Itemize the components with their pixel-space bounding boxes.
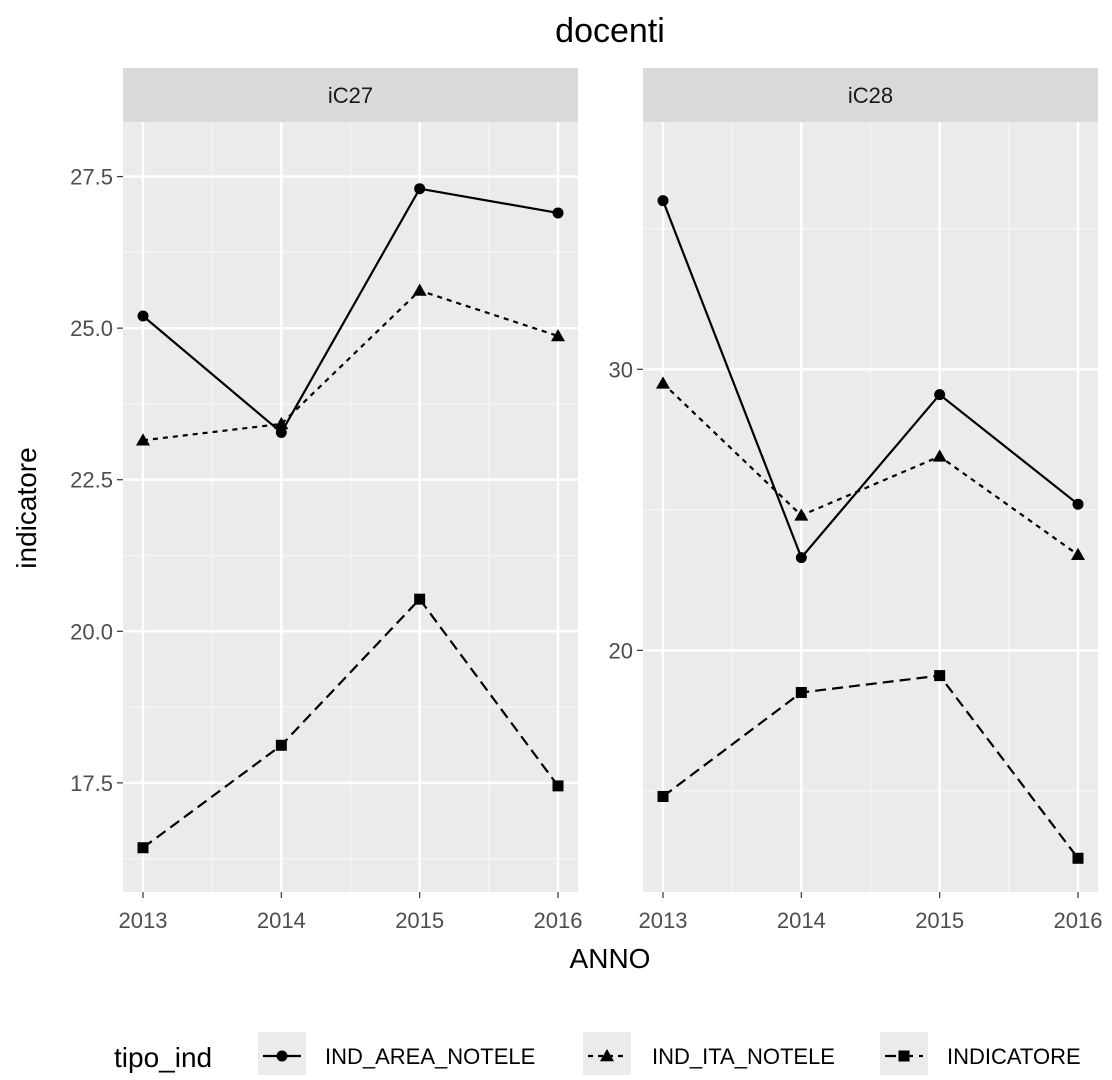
- series-line: [662, 674, 1079, 859]
- legend-label: IND_ITA_NOTELE: [652, 1044, 835, 1069]
- panel-ic27: iC27 17.5 20.0 22.5 25.0 27.5 2013 2014 2015 2016: [70, 68, 582, 933]
- data-point: [137, 842, 149, 854]
- y-tick-label: 27.5: [70, 165, 113, 190]
- x-tick-label: 2016: [534, 908, 583, 933]
- legend-item-ind-ita-notele: IND_ITA_NOTELE: [583, 1032, 835, 1080]
- data-point: [656, 376, 670, 389]
- data-point: [412, 283, 427, 296]
- x-tick-label: 2015: [915, 908, 964, 933]
- data-point: [275, 739, 287, 751]
- y-tick-label: 20.0: [70, 619, 113, 644]
- legend-key-marker: [276, 1050, 288, 1062]
- facet-strip: [123, 68, 578, 122]
- data-point: [657, 195, 669, 207]
- series-ind-ita-notele: [136, 283, 565, 446]
- data-point: [275, 426, 287, 438]
- data-point: [551, 329, 565, 342]
- data-point: [136, 433, 150, 446]
- facet-strip-label: iC27: [328, 83, 373, 108]
- data-point: [1072, 852, 1084, 864]
- legend-key-marker: [898, 1050, 910, 1062]
- facet-strip: [643, 68, 1098, 122]
- x-tick-label: 2014: [777, 908, 826, 933]
- data-point: [552, 207, 564, 219]
- legend-label: IND_AREA_NOTELE: [325, 1044, 535, 1069]
- legend-key-marker: [600, 1049, 614, 1062]
- y-axis-title: indicatore: [11, 447, 42, 568]
- x-axis-title: ANNO: [570, 943, 651, 974]
- series-line: [142, 289, 559, 442]
- data-point: [934, 389, 946, 401]
- series-line: [142, 597, 559, 849]
- legend-item-ind-area-notele: IND_AREA_NOTELE: [258, 1032, 535, 1080]
- data-point: [657, 790, 669, 802]
- series-ind-area-notele: [137, 183, 564, 438]
- x-tick-label: 2016: [1054, 908, 1103, 933]
- chart-title: docenti: [555, 12, 665, 50]
- y-tick-label: 30: [609, 357, 633, 382]
- series-indicatore: [657, 670, 1084, 864]
- facet-strip-label: iC28: [848, 83, 893, 108]
- data-point: [795, 552, 807, 564]
- y-tick-label: 25.0: [70, 316, 113, 341]
- data-point: [552, 780, 564, 792]
- data-point: [934, 670, 946, 682]
- x-tick-label: 2015: [395, 908, 444, 933]
- data-point: [274, 416, 289, 430]
- data-point: [795, 686, 807, 698]
- x-tick-label: 2014: [257, 908, 306, 933]
- series-indicatore: [137, 593, 564, 854]
- legend-item-indicatore: INDICATORE: [880, 1032, 1081, 1080]
- data-point: [1072, 498, 1084, 510]
- legend-label: INDICATORE: [947, 1044, 1081, 1069]
- panels-layer: iC27 17.5 20.0 22.5 25.0 27.5 2013 2014 2015 2016…: [70, 68, 1102, 933]
- series-ind-area-notele: [657, 195, 1084, 564]
- y-tick-label: 20: [609, 638, 633, 663]
- y-tick-label: 17.5: [70, 771, 113, 796]
- data-point: [794, 508, 809, 521]
- series-ind-ita-notele: [656, 376, 1085, 561]
- series-line: [661, 200, 1079, 560]
- data-point: [1071, 547, 1085, 561]
- series-line: [142, 187, 559, 435]
- legend-title: tipo_ind: [114, 1042, 212, 1073]
- data-point: [137, 310, 149, 322]
- data-point: [414, 593, 426, 605]
- data-point: [414, 183, 426, 195]
- x-tick-label: 2013: [119, 908, 168, 933]
- x-tick-label: 2013: [639, 908, 688, 933]
- panel-ic28: iC28 20 30 2013 2014 2015 2016: [609, 68, 1103, 933]
- data-point: [932, 449, 947, 462]
- legend: tipo_ind IND_AREA_NOTELE IND_ITA_NOTELE IN…: [114, 1032, 1081, 1080]
- y-tick-label: 22.5: [70, 468, 113, 493]
